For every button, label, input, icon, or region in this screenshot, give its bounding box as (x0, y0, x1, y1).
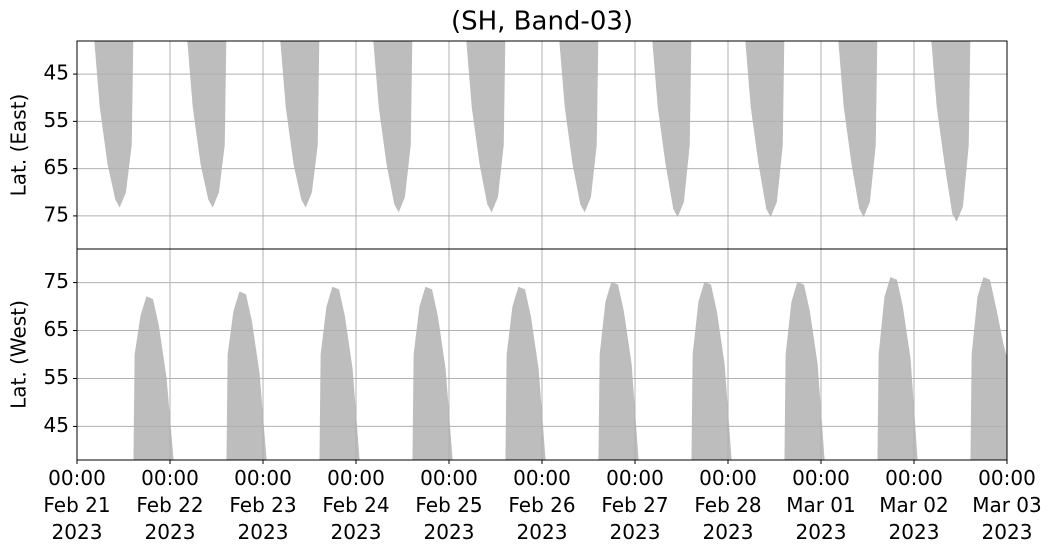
y-tick-label: 55 (44, 365, 69, 389)
x-tick-label: 00:00 Feb 28 2023 (694, 466, 762, 544)
coverage-area (466, 40, 506, 213)
coverage-area (652, 40, 692, 218)
coverage-area (187, 40, 227, 208)
coverage-area (319, 286, 360, 461)
y-tick-label: 65 (44, 155, 69, 179)
y-tick-label: 45 (44, 61, 69, 85)
y-axis-label: Lat. (West) (7, 300, 31, 409)
coverage-area (412, 286, 453, 461)
coverage-area (691, 281, 732, 461)
x-tick-label: 00:00 Feb 24 2023 (322, 466, 390, 544)
coverage-area (559, 40, 599, 213)
chart-title: (SH, Band-03) (451, 7, 633, 37)
x-tick-label: 00:00 Mar 02 2023 (879, 466, 949, 544)
x-tick-label: 00:00 Mar 03 2023 (972, 466, 1042, 544)
coverage-area (838, 40, 878, 218)
y-tick-label: 65 (44, 317, 69, 341)
x-tick-label: 00:00 Feb 23 2023 (229, 466, 297, 544)
coverage-area (94, 40, 134, 208)
x-tick-label: 00:00 Feb 26 2023 (508, 466, 576, 544)
coverage-area (598, 281, 639, 461)
coverage-area (226, 291, 267, 461)
x-tick-label: 00:00 Feb 22 2023 (136, 466, 204, 544)
coverage-area (931, 40, 971, 222)
x-tick-label: 00:00 Feb 21 2023 (43, 466, 111, 544)
plot-frame (76, 248, 1008, 461)
coverage-area (373, 40, 413, 213)
x-tick-label: 00:00 Mar 01 2023 (786, 466, 856, 544)
x-tick-label: 00:00 Feb 27 2023 (601, 466, 669, 544)
x-tick-label: 00:00 Feb 25 2023 (415, 466, 483, 544)
y-tick-label: 75 (44, 202, 69, 226)
y-axis-label: Lat. (East) (7, 94, 31, 197)
coverage-area (877, 277, 918, 461)
coverage-area (745, 40, 785, 218)
coverage-area (784, 281, 825, 461)
y-tick-label: 55 (44, 108, 69, 132)
coverage-area (970, 277, 1008, 461)
y-tick-label: 75 (44, 269, 69, 293)
coverage-area (505, 286, 546, 461)
y-tick-label: 45 (44, 413, 69, 437)
coverage-area (280, 40, 320, 208)
